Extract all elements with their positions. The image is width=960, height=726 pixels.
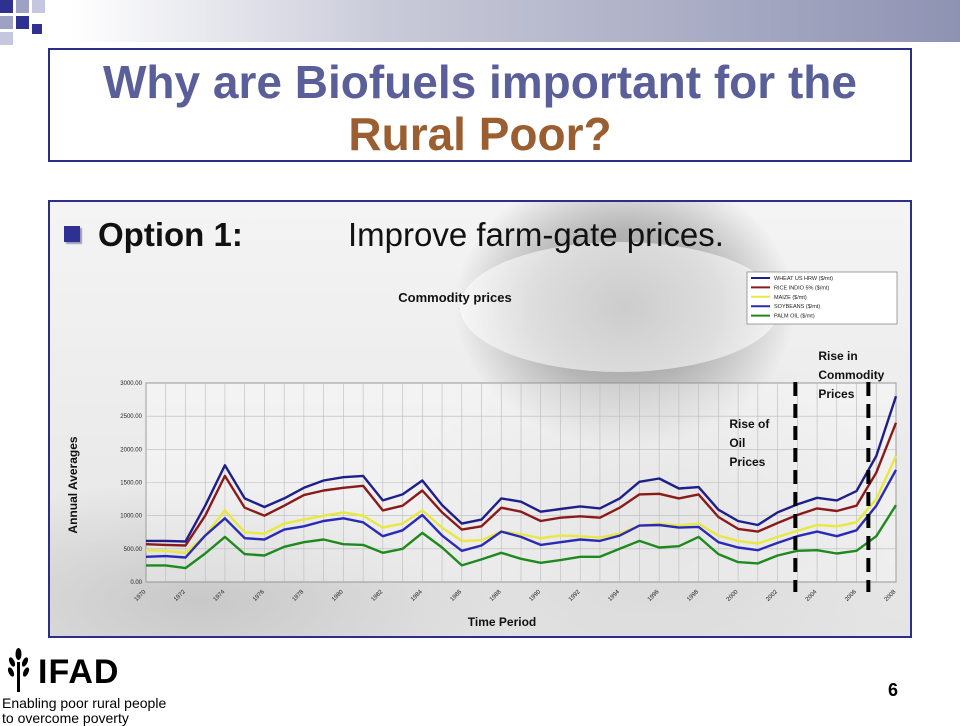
- option-text: Improve farm-gate prices.: [348, 216, 724, 253]
- legend-label: MAIZE ($/mt): [774, 295, 807, 301]
- x-tick-label: 2000: [726, 589, 740, 603]
- x-tick-label: 2004: [805, 589, 819, 603]
- legend-label: WHEAT US HRW ($/mt): [774, 276, 833, 282]
- x-tick-labels: 1970 1972 1974 1976 1978 1980 1982 1984 1986 1988…: [134, 589, 898, 603]
- y-tick-label: 0.00: [130, 580, 142, 586]
- commodity-prices-annotation: Prices: [818, 387, 854, 401]
- commodity-prices-chart: Commodity prices Annual Averages Time Pe…: [66, 271, 898, 629]
- x-tick-label: 2002: [765, 589, 779, 603]
- ifad-logo: IFAD Enabling poor rural people to overc…: [0, 640, 170, 726]
- title-box: Why are Biofuels important for the Rural…: [48, 48, 912, 162]
- x-tick-label: 1970: [134, 589, 148, 603]
- grid-lines: [145, 382, 897, 583]
- y-tick-label: 2500.00: [120, 414, 142, 420]
- y-tick-label: 1500.00: [120, 481, 142, 487]
- oil-prices-annotation: Prices: [729, 455, 765, 469]
- x-tick-label: 1974: [213, 589, 227, 603]
- legend: WHEAT US HRW ($/mt) RICE INDIO 5% ($/mt) M…: [746, 271, 898, 325]
- commodity-prices-annotation: Rise in: [818, 349, 857, 363]
- content-box: Option 1: Improve farm-gate prices. Comm…: [48, 200, 912, 638]
- oil-prices-annotation: Rise of: [729, 417, 770, 431]
- x-tick-label: 1980: [331, 589, 345, 603]
- ifad-logo-text: IFAD: [38, 653, 120, 691]
- series-line: [145, 469, 898, 559]
- x-tick-label: 1990: [528, 589, 542, 603]
- legend-label: SOYBEANS ($/mt): [774, 304, 820, 310]
- legend-label: RICE INDIO 5% ($/mt): [774, 285, 829, 291]
- x-axis-label: Time Period: [468, 615, 536, 629]
- legend-box: [746, 271, 898, 325]
- series-lines: [145, 395, 898, 570]
- y-tick-label: 3000.00: [120, 381, 142, 387]
- x-tick-label: 1986: [450, 589, 464, 603]
- title-highlight: Rural Poor?: [348, 108, 612, 160]
- y-tick-label: 1000.00: [120, 514, 142, 520]
- title-main: Why are Biofuels important for the: [103, 56, 857, 108]
- x-tick-label: 1982: [371, 589, 385, 603]
- x-tick-label: 1972: [173, 589, 187, 603]
- x-tick-label: 1988: [489, 589, 503, 603]
- corner-decoration: [0, 0, 80, 50]
- oil-prices-annotation: Oil: [729, 436, 745, 450]
- annotations: Rise of Oil Prices Rise in Commodity Prices: [729, 349, 885, 592]
- series-line: [146, 504, 898, 570]
- x-tick-label: 2008: [884, 589, 898, 603]
- series-line: [145, 422, 898, 547]
- slide-title: Why are Biofuels important for the Rural…: [50, 56, 910, 160]
- legend-label: PALM OIL ($/mt): [774, 314, 815, 320]
- x-tick-label: 1984: [410, 589, 424, 603]
- bullet-square-icon: [64, 226, 80, 242]
- x-tick-label: 1976: [252, 589, 266, 603]
- y-tick-label: 2000.00: [120, 447, 142, 453]
- x-tick-label: 1998: [686, 589, 700, 603]
- chart-title: Commodity prices: [398, 290, 511, 305]
- ifad-wheat-icon: [7, 648, 30, 692]
- series-line: [145, 455, 898, 554]
- x-tick-label: 1996: [647, 589, 661, 603]
- y-tick-label: 500.00: [124, 547, 143, 553]
- x-tick-label: 2006: [844, 589, 858, 603]
- page-number: 6: [888, 680, 899, 700]
- header-band: [70, 0, 960, 42]
- option-label: Option 1:: [98, 216, 243, 253]
- series-line: [146, 395, 898, 543]
- x-tick-label: 1978: [292, 589, 306, 603]
- ifad-tagline: Enabling poor rural people to overcome p…: [2, 695, 167, 726]
- y-axis-label: Annual Averages: [66, 436, 80, 533]
- commodity-prices-annotation: Commodity: [818, 368, 884, 382]
- y-tick-labels: 0.00 500.00 1000.00 1500.00 2000.00 2500.00 30…: [120, 381, 142, 586]
- x-tick-label: 1994: [607, 589, 621, 603]
- x-tick-label: 1992: [568, 589, 582, 603]
